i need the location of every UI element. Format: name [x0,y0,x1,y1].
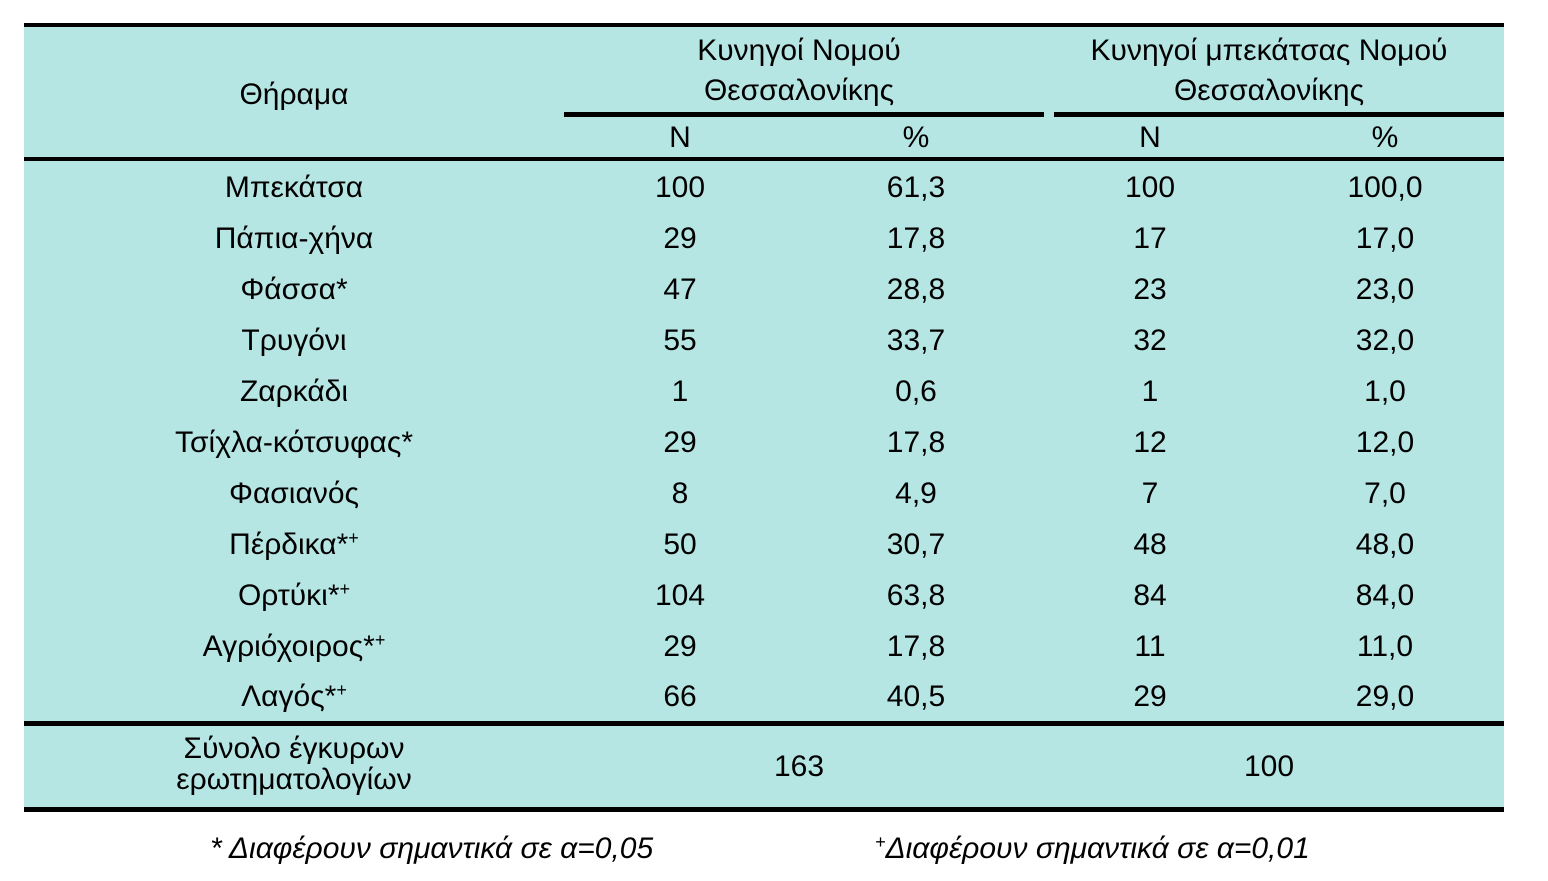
row-label: Φασιανός [229,477,359,510]
group1-header-line1: Κυνηγοί Νομού [697,34,901,67]
cell-p2: 29,0 [1355,680,1415,713]
data-table: Θήραμα Κυνηγοί Νομού Θεσσαλονίκης Κυνηγο… [24,23,1504,812]
cell-p1: 0,6 [895,375,937,408]
total-label-line1: Σύνολο έγκυρων [183,732,405,765]
cell-n2: 7 [1141,477,1159,510]
cell-n2: 23 [1133,273,1167,306]
cell-n1: 66 [663,680,697,713]
cell-n2: 12 [1133,426,1167,459]
group-rule-left [564,112,1044,117]
group2-header-line2: Θεσσαλονίκης [1173,74,1365,107]
cell-n1: 55 [663,324,697,357]
cell-n2: 100 [1124,171,1176,204]
row-label: Τρυγόνι [241,324,347,357]
cell-n1: 29 [663,426,697,459]
footnote-mark: + [875,832,886,852]
group2-header-line1: Κυνηγοί μπεκάτσας Νομού [1090,34,1448,67]
body-bottom-rule [24,721,1504,726]
cell-p2: 23,0 [1355,273,1415,306]
total-value-1: 163 [773,750,825,783]
cell-p2: 1,0 [1364,375,1406,408]
cell-n2: 11 [1134,630,1166,663]
cell-n1: 100 [654,171,706,204]
top-rule [24,23,1504,27]
cell-p1: 40,5 [886,680,946,713]
cell-n2: 32 [1133,324,1167,357]
total-value-2: 100 [1243,750,1295,783]
cell-p2: 32,0 [1355,324,1415,357]
cell-n2: 48 [1133,528,1167,561]
cell-p2: 100,0 [1347,171,1423,204]
cell-n1: 8 [671,477,689,510]
cell-p1: 17,8 [886,630,946,663]
cell-p1: 4,9 [895,477,937,510]
cell-p2: 84,0 [1355,579,1415,612]
header-bottom-rule [24,157,1504,161]
cell-p1: 30,7 [886,528,946,561]
significance-mark: + [339,579,351,599]
cell-n1: 29 [663,222,697,255]
cell-p2: 48,0 [1355,528,1415,561]
cell-p1: 17,8 [886,222,946,255]
row-label: Πάπια-χήνα [214,222,374,255]
footnote-significance-01: +Διαφέρουν σημαντικά σε α=0,01 [875,832,1310,865]
cell-n2: 29 [1133,680,1167,713]
row-label: Τσίχλα-κότσυφας* [174,426,413,459]
cell-n1: 1 [671,375,689,408]
cell-n1: 104 [654,579,706,612]
cell-n1: 29 [663,630,697,663]
cell-p2: 7,0 [1364,477,1406,510]
pct-header-2: % [1371,121,1399,154]
cell-n2: 17 [1133,222,1167,255]
cell-p2: 11,0 [1356,630,1414,663]
total-label-line2: ερωτηματολογίων [176,763,412,796]
group1-header-line2: Θεσσαλονίκης [703,74,895,107]
game-column-header: Θήραμα [239,78,349,111]
cell-p1: 63,8 [886,579,946,612]
cell-n2: 84 [1133,579,1167,612]
cell-n1: 50 [663,528,697,561]
cell-n1: 47 [663,273,697,306]
cell-p2: 17,0 [1355,222,1415,255]
row-label: Φάσσα* [240,273,348,306]
row-label: Πέρδικα*+ [229,528,359,561]
cell-p2: 12,0 [1355,426,1415,459]
cell-p1: 28,8 [886,273,946,306]
row-label: Αγριόχοιρος*+ [202,630,386,663]
row-label: Λαγός*+ [241,680,347,713]
group-rule-right [1054,112,1504,117]
bottom-rule [24,807,1504,812]
n-header-1: N [669,121,691,154]
cell-p1: 17,8 [886,426,946,459]
significance-mark: + [336,680,347,700]
cell-p1: 61,3 [886,171,946,204]
significance-mark: + [348,528,359,548]
footnote-significance-05: * Διαφέρουν σημαντικά σε α=0,05 [210,832,654,865]
row-label: Ορτύκι*+ [237,579,351,612]
row-label: Ζαρκάδι [239,375,349,408]
n-header-2: N [1139,121,1161,154]
significance-mark: + [374,630,386,650]
cell-n2: 1 [1141,375,1159,408]
row-label: Μπεκάτσα [224,171,364,204]
pct-header-1: % [902,121,930,154]
cell-p1: 33,7 [886,324,946,357]
